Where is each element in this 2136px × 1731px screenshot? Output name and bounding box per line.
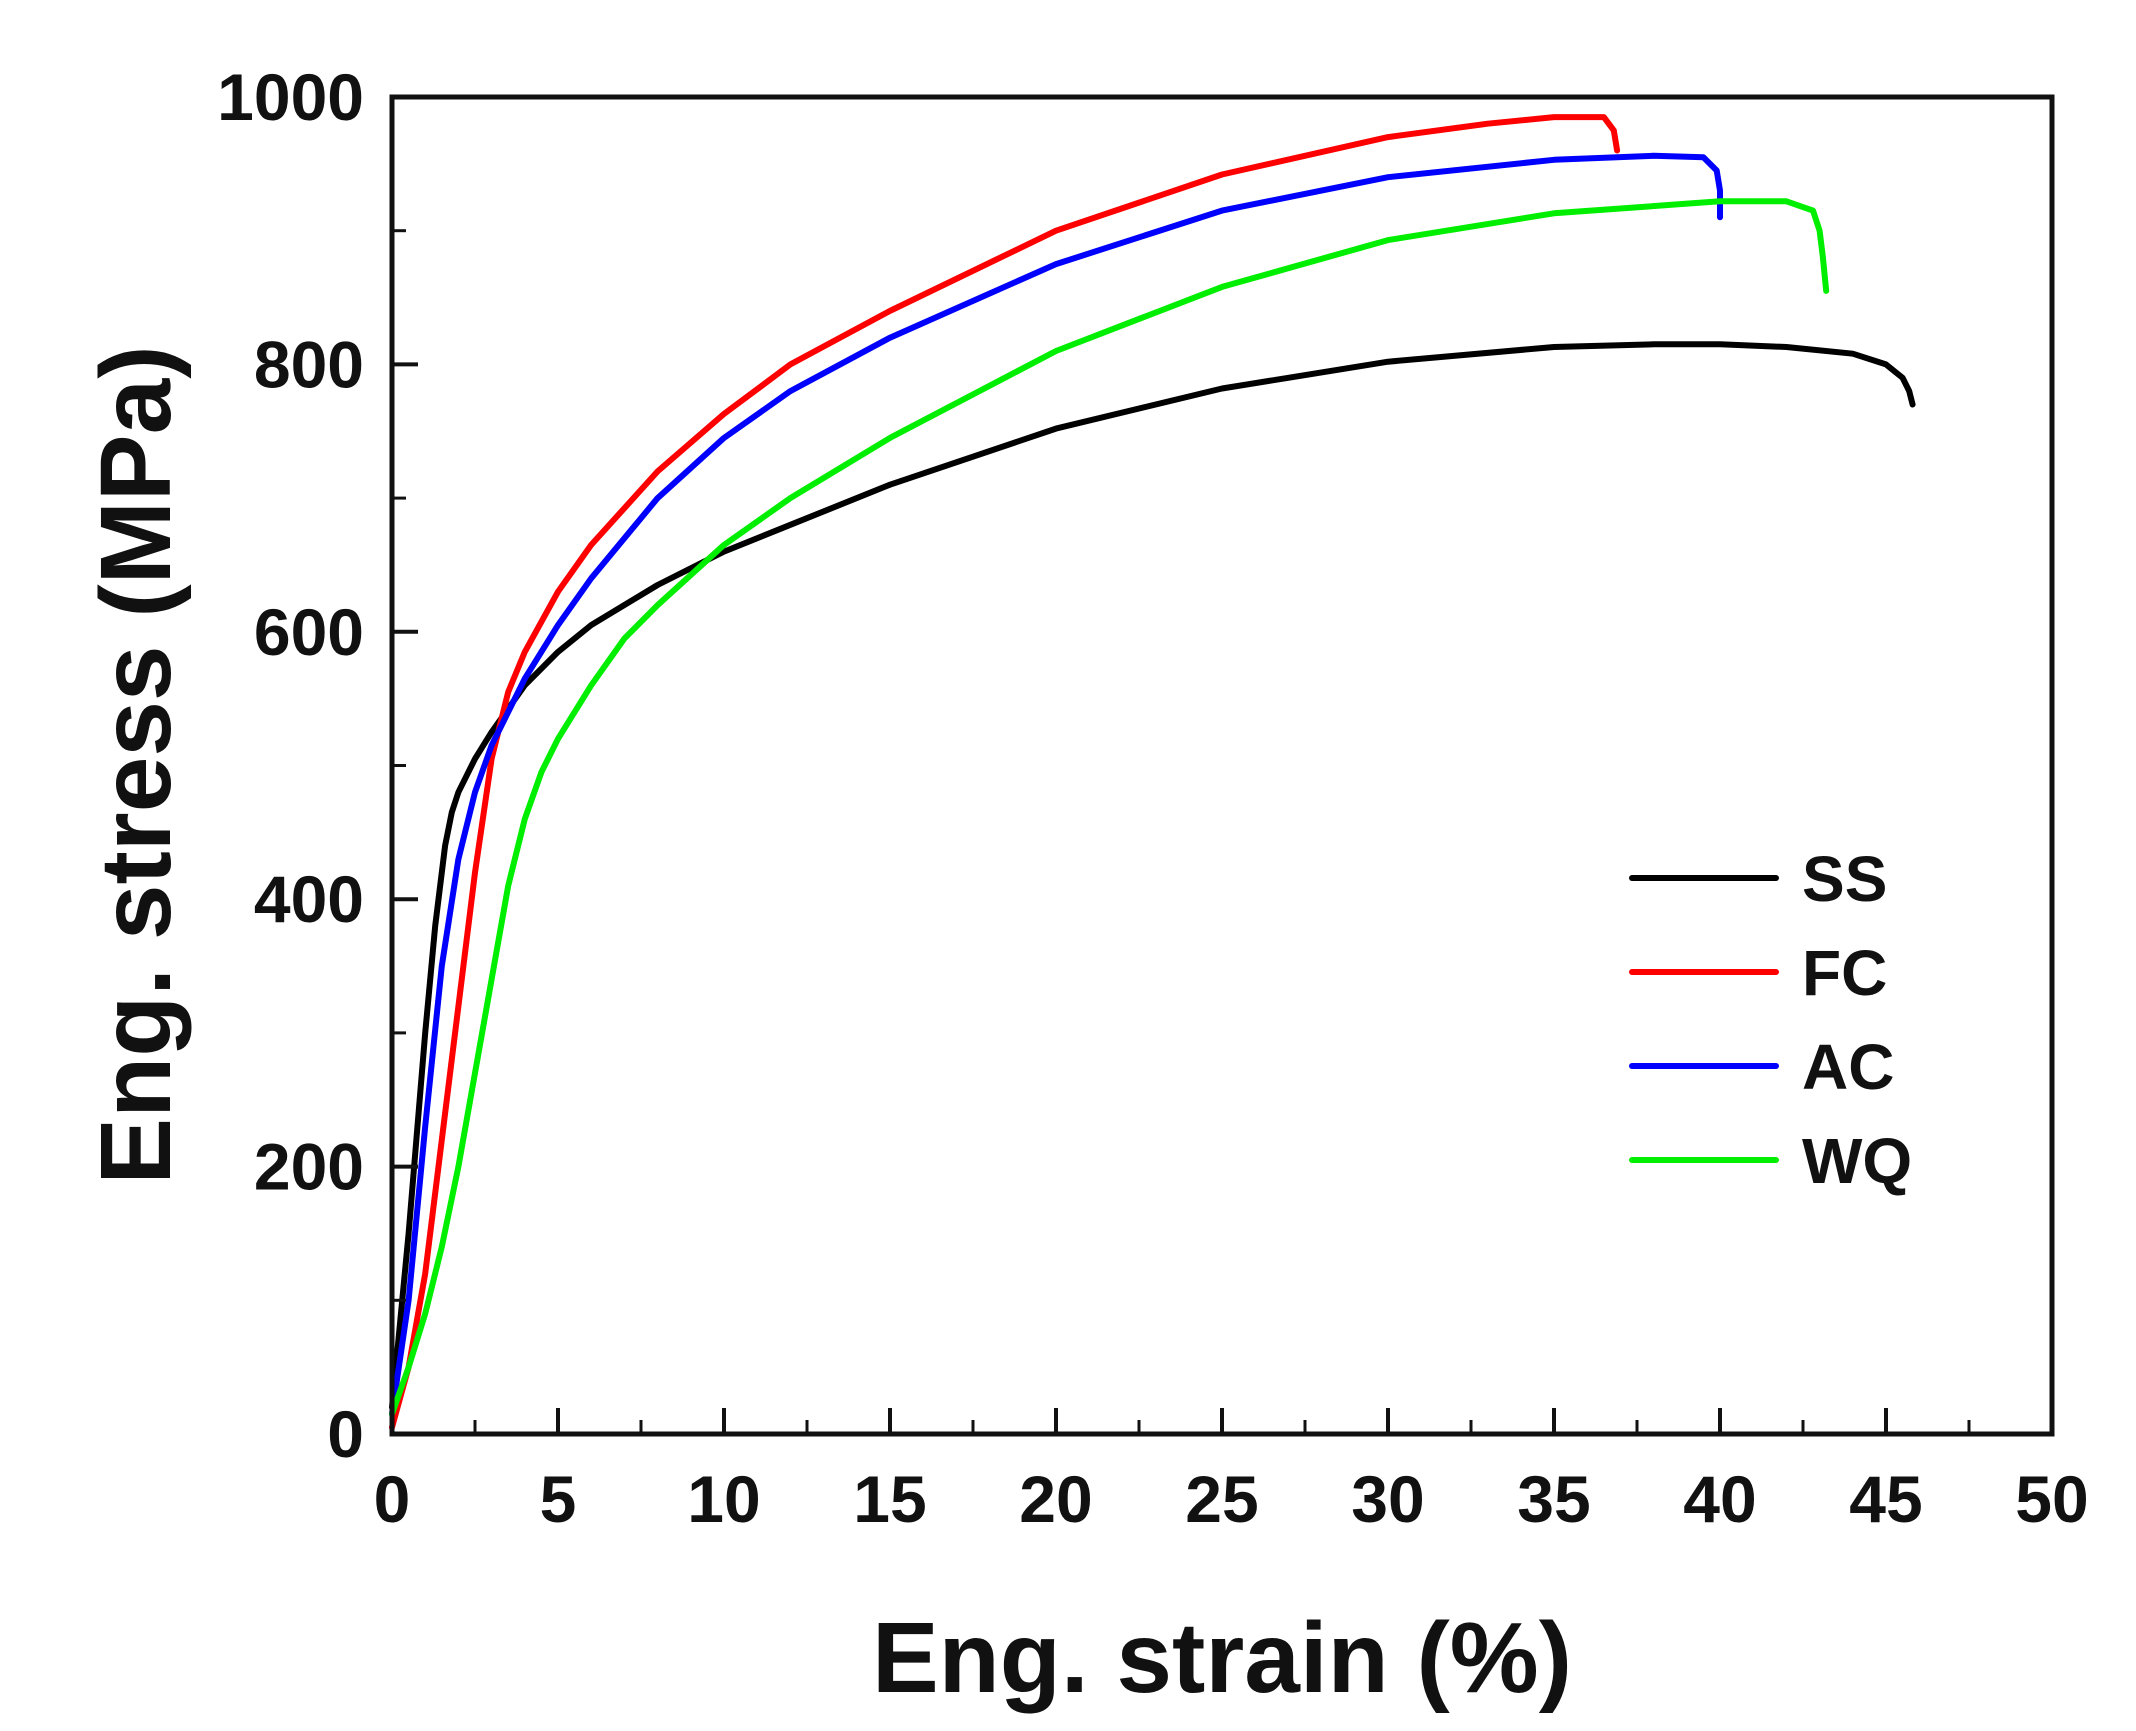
x-tick-label: 45 xyxy=(1849,1462,1922,1536)
series-line-ac xyxy=(389,152,1723,1417)
x-tick-label: 50 xyxy=(2015,1462,2088,1536)
legend: SS FC AC WQ xyxy=(1629,843,1912,1197)
x-tick-label: 0 xyxy=(374,1462,411,1536)
y-tick-label: 600 xyxy=(254,595,364,669)
x-tick-label: 35 xyxy=(1517,1462,1590,1536)
y-tick-label: 200 xyxy=(254,1130,364,1204)
legend-label-fc: FC xyxy=(1802,937,1887,1009)
x-axis-title: Eng. strain (%) xyxy=(872,1602,1572,1714)
legend-label-wq: WQ xyxy=(1802,1125,1912,1197)
x-tick-label: 20 xyxy=(1019,1462,1092,1536)
x-tick-label: 5 xyxy=(540,1462,577,1536)
series-line-wq xyxy=(389,198,1830,1417)
y-tick-label: 0 xyxy=(327,1397,364,1471)
y-tick-label: 800 xyxy=(254,327,364,401)
x-tick-label: 30 xyxy=(1351,1462,1424,1536)
x-tick-label: 40 xyxy=(1683,1462,1756,1536)
x-tick-label: 10 xyxy=(687,1462,760,1536)
ticks-layer: 0 5 10 15 20 25 30 35 40 45 50 0 200 400 600 800 1000 xyxy=(217,60,2089,1536)
series-layer xyxy=(389,114,1916,1431)
series-line-ss xyxy=(389,341,1916,1411)
plot-frame xyxy=(389,94,2055,1437)
x-tick-label: 25 xyxy=(1185,1462,1258,1536)
y-tick-label: 400 xyxy=(254,862,364,936)
x-tick-label: 15 xyxy=(853,1462,926,1536)
y-axis-title: Eng. stress (MPa) xyxy=(80,345,192,1184)
legend-label-ac: AC xyxy=(1802,1031,1894,1103)
legend-label-ss: SS xyxy=(1802,843,1887,915)
y-tick-label: 1000 xyxy=(217,60,364,134)
series-line-fc xyxy=(389,114,1621,1431)
